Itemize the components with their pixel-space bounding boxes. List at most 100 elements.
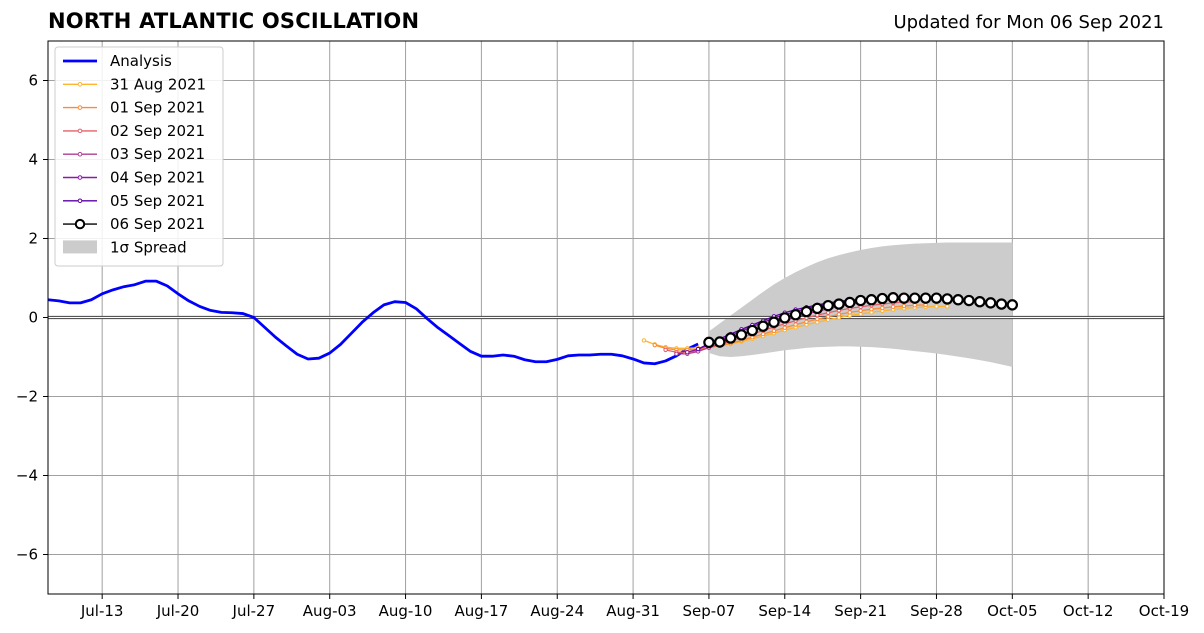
updated-date: Updated for Mon 06 Sep 2021 xyxy=(893,12,1164,33)
forecast-point xyxy=(844,296,856,309)
forecast-point xyxy=(825,314,831,319)
y-tick-label: 0 xyxy=(28,309,38,327)
series xyxy=(47,279,1019,366)
forecast-point xyxy=(858,308,863,313)
ticks: Jul-13 Jul-20 Jul-27 Aug-03 Aug-10 Aug-17 Aug-… xyxy=(16,72,1189,621)
forecast-point xyxy=(847,310,852,315)
forecast-point xyxy=(919,292,932,304)
forecast-point xyxy=(930,292,943,304)
y-tick-label: 6 xyxy=(28,72,38,90)
forecast-point xyxy=(952,294,964,306)
forecast-point xyxy=(963,294,975,307)
legend-label: 01 Sep 2021 xyxy=(110,99,205,117)
forecast-point xyxy=(779,312,791,324)
forecast-point xyxy=(760,331,766,337)
x-tick-label: Sep-28 xyxy=(910,602,963,620)
forecast-point xyxy=(663,347,668,353)
forecast-point xyxy=(815,316,820,322)
x-tick-label: Aug-10 xyxy=(379,602,433,620)
forecast-point xyxy=(811,302,823,315)
legend-swatch-marker xyxy=(77,175,83,180)
forecast-point xyxy=(898,292,910,304)
legend-label: Analysis xyxy=(110,52,172,70)
forecast-point xyxy=(876,292,888,305)
x-tick-label: Jul-20 xyxy=(156,602,200,620)
forecast-point xyxy=(652,342,657,348)
legend-label: 05 Sep 2021 xyxy=(110,192,205,210)
legend-label: 31 Aug 2021 xyxy=(110,75,206,93)
legend-swatch-marker xyxy=(77,198,83,204)
forecast-point xyxy=(912,303,917,308)
legend-label: 1σ Spread xyxy=(110,238,187,256)
forecast-point xyxy=(836,312,842,317)
x-tick-label: Sep-21 xyxy=(834,602,887,620)
forecast-point xyxy=(800,305,813,318)
forecast-point xyxy=(714,336,726,348)
forecast-point xyxy=(685,350,690,355)
forecast-point xyxy=(825,310,831,315)
x-tick-label: Aug-24 xyxy=(530,602,584,620)
legend-label: 04 Sep 2021 xyxy=(110,169,205,187)
x-tick-label: Aug-17 xyxy=(454,602,508,620)
legend-swatch-marker xyxy=(77,105,83,110)
x-tick-label: Jul-13 xyxy=(80,602,124,620)
forecast-point xyxy=(934,304,939,309)
forecast-point xyxy=(695,346,701,352)
legend-swatch-marker xyxy=(74,218,86,230)
x-tick-label: Jul-27 xyxy=(232,602,276,620)
x-tick-label: Aug-31 xyxy=(606,602,660,620)
forecast-point xyxy=(909,292,921,304)
forecast-point xyxy=(941,293,954,305)
chart-title: NORTH ATLANTIC OSCILLATION xyxy=(48,9,420,33)
y-tick-label: −2 xyxy=(16,388,38,406)
legend-swatch-marker xyxy=(77,128,83,134)
x-tick-label: Oct-12 xyxy=(1063,602,1113,620)
y-tick-label: 4 xyxy=(28,151,38,169)
legend-label: 03 Sep 2021 xyxy=(110,145,205,163)
y-tick-label: 2 xyxy=(28,230,38,248)
forecast-point xyxy=(771,328,777,334)
forecast-point xyxy=(984,297,997,309)
y-tick-label: −4 xyxy=(16,467,38,485)
forecast-point xyxy=(724,332,737,344)
y-tick-label: −6 xyxy=(16,546,38,564)
forecast-point xyxy=(793,322,798,327)
forecast-point xyxy=(757,320,769,332)
forecast-point xyxy=(804,319,809,325)
legend-swatch-marker xyxy=(77,151,83,157)
forecast-point xyxy=(768,316,780,328)
forecast-point xyxy=(822,299,834,312)
legend: Analysis 31 Aug 2021 01 Sep 2021 02 Sep 202… xyxy=(54,46,224,267)
forecast-point xyxy=(1006,299,1019,311)
forecast-point xyxy=(945,304,950,309)
legend-swatch-marker xyxy=(77,82,83,87)
forecast-point xyxy=(995,298,1008,310)
forecast-point xyxy=(880,305,885,311)
forecast-point xyxy=(735,329,748,341)
forecast-point xyxy=(782,325,787,330)
forecast-point xyxy=(674,351,679,357)
forecast-point xyxy=(641,338,647,343)
x-tick-label: Aug-03 xyxy=(303,602,357,620)
x-tick-label: Oct-19 xyxy=(1139,602,1189,620)
forecast-point xyxy=(901,303,907,309)
forecast-point xyxy=(854,294,867,307)
forecast-point xyxy=(887,292,899,304)
forecast-point xyxy=(890,304,896,310)
x-tick-label: Oct-05 xyxy=(987,602,1037,620)
forecast-point xyxy=(869,307,874,312)
legend-label: 06 Sep 2021 xyxy=(110,215,205,233)
forecast-point xyxy=(789,309,802,321)
forecast-point xyxy=(865,294,878,306)
forecast-point xyxy=(833,298,845,310)
forecast-point xyxy=(703,336,715,349)
x-tick-label: Sep-07 xyxy=(683,602,736,620)
forecast-point xyxy=(974,296,986,308)
legend-box xyxy=(54,46,224,267)
x-tick-label: Sep-14 xyxy=(758,602,811,620)
forecast-point xyxy=(746,324,758,337)
analysis-line xyxy=(47,279,699,366)
legend-swatch-spread xyxy=(63,240,97,254)
legend-label: 02 Sep 2021 xyxy=(110,122,205,140)
